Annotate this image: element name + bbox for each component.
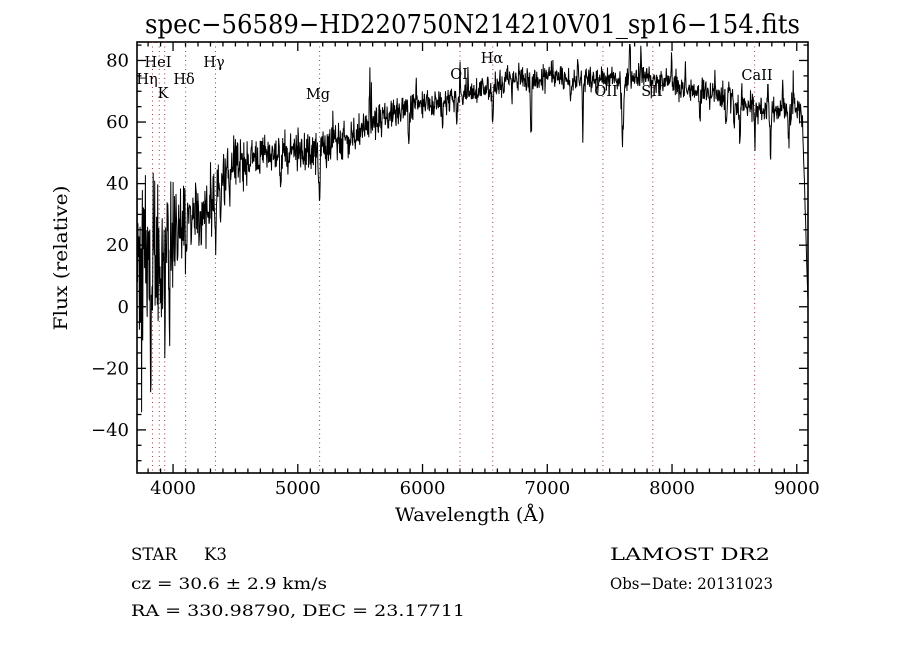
spectral-line-label: SII [641,84,662,100]
y-tick-label: −20 [91,358,129,379]
spectral-line-label: Hη [136,72,157,88]
x-tick-label: 8000 [649,478,695,499]
spectral-line-label: Hα [481,51,504,67]
plot-title: spec−56589−HD220750N214210V01_sp16−154.f… [145,10,800,40]
x-tick-label: 9000 [774,478,820,499]
y-tick-label: 60 [106,112,129,133]
x-tick-label: 6000 [400,478,446,499]
spectral-line-label: Hδ [173,72,194,88]
spectrum-trace [136,44,809,413]
x-tick-label: 4000 [150,478,196,499]
obs-date: Obs−Date: 20131023 [610,575,773,593]
y-axis-label: Flux (relative) [50,186,72,331]
y-tick-label: 0 [118,297,129,318]
spectrum-metadata: STAR K3 LAMOST DR2 cz = 30.6 ± 2.9 km/s … [131,545,773,620]
spectral-line-label: CaII [741,68,772,84]
plot-axes: 4000 5000 6000 7000 8000 9000 −40 −20 0 20 40 60 80 [91,41,820,499]
x-tick-label: 7000 [524,478,570,499]
y-tick-label: 40 [106,174,129,195]
spectral-line-label: K [158,86,170,102]
x-tick-label: 5000 [275,478,321,499]
y-tick-label: −40 [91,420,129,441]
plot-border [136,41,809,474]
spectral-line-label: OI [450,67,468,83]
y-tick-label: 20 [106,235,129,256]
x-axis-label: Wavelength (Å) [395,504,545,526]
radial-velocity: cz = 30.6 ± 2.9 km/s [131,575,327,593]
spectral-line-label: OII [594,84,617,100]
spectral-line-label: HeI [145,55,172,71]
spectral-line-label: Mg [306,87,330,103]
object-class: STAR [131,545,178,565]
ra-dec-coords: RA = 330.98790, DEC = 23.17711 [131,602,465,620]
spectral-line-label: Hγ [203,55,224,71]
survey-release: LAMOST DR2 [610,545,770,565]
object-subclass: K3 [204,545,227,565]
y-tick-label: 80 [106,50,129,71]
